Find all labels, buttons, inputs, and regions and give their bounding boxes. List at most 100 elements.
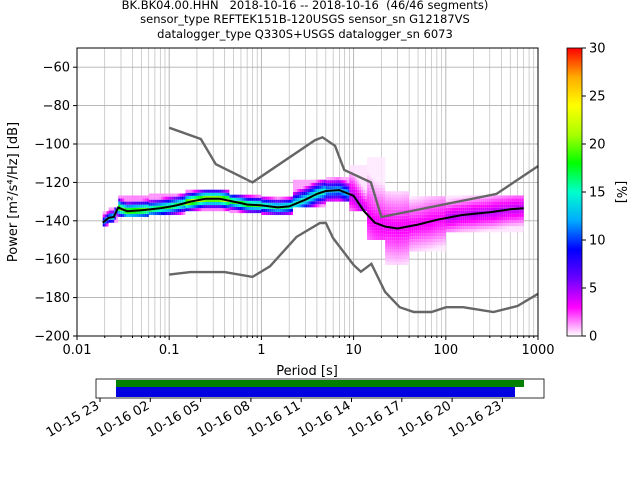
density-cell: [148, 196, 151, 200]
density-cell: [439, 245, 442, 249]
density-cell: [160, 211, 164, 216]
density-cell: [301, 204, 304, 208]
density-cell: [301, 182, 304, 186]
density-cell: [391, 200, 394, 204]
density-cell: [385, 234, 388, 238]
density-cell: [353, 171, 356, 175]
density-cell: [317, 188, 320, 192]
density-cell: [435, 223, 438, 227]
density-cell: [397, 221, 400, 226]
density-cell: [431, 239, 434, 243]
density-cell: [401, 212, 404, 216]
density-cell: [519, 198, 522, 202]
density-cell: [213, 208, 216, 212]
density-cell: [375, 166, 378, 170]
density-cell: [472, 226, 475, 230]
density-cell: [321, 198, 324, 202]
density-cell: [497, 207, 500, 211]
density-cell: [301, 188, 304, 192]
density-cell: [397, 252, 400, 256]
density-cell: [393, 194, 396, 198]
density-cell: [391, 234, 394, 238]
density-cell: [134, 204, 137, 208]
density-cell: [152, 193, 155, 197]
density-cell: [375, 203, 378, 207]
density-cell: [357, 168, 360, 172]
density-cell: [373, 203, 376, 207]
density-cell: [377, 196, 380, 201]
density-cell: [411, 242, 414, 246]
density-cell: [128, 198, 131, 202]
density-cell: [323, 204, 326, 208]
density-cell: [401, 221, 404, 226]
density-cell: [403, 194, 406, 198]
density-cell: [367, 196, 370, 201]
density-cell: [389, 240, 392, 244]
density-cell: [431, 211, 434, 215]
density-cell: [411, 220, 414, 224]
density-cell: [367, 203, 370, 207]
density-cell: [456, 220, 459, 224]
density-cell: [261, 208, 264, 212]
density-cell: [140, 201, 143, 205]
density-cell: [150, 208, 153, 212]
density-cell: [160, 196, 164, 200]
density-cell: [399, 218, 402, 222]
density-cell: [211, 189, 214, 193]
density-cell: [361, 168, 364, 172]
density-cell: [112, 213, 115, 217]
density-cell: [515, 210, 518, 214]
density-cell: [173, 202, 176, 206]
density-cell: [104, 211, 107, 215]
density-cell: [171, 202, 174, 206]
density-cell: [505, 195, 508, 199]
density-cell: [397, 228, 400, 232]
density-cell: [369, 157, 372, 161]
density-cell: [241, 197, 244, 201]
density-cell: [395, 191, 398, 195]
density-cell: [165, 199, 168, 203]
density-cell: [197, 201, 200, 206]
density-cell: [219, 201, 222, 206]
density-cell: [503, 220, 506, 224]
density-cell: [167, 211, 170, 216]
density-cell: [142, 210, 145, 214]
density-cell: [207, 189, 210, 193]
density-cell: [299, 204, 302, 208]
density-cell: [484, 220, 487, 224]
density-cell: [403, 215, 406, 219]
density-cell: [367, 206, 370, 210]
density-cell: [458, 216, 461, 221]
density-cell: [389, 237, 392, 241]
density-cell: [124, 207, 127, 211]
density-cell: [443, 233, 446, 237]
density-cell: [269, 199, 272, 203]
density-cell: [351, 177, 354, 181]
density-cell: [261, 202, 264, 206]
density-cell: [369, 172, 372, 176]
density-cell: [261, 205, 264, 209]
density-cell: [185, 192, 188, 196]
density-cell: [441, 226, 444, 231]
density-cell: [229, 194, 232, 198]
density-cell: [505, 220, 508, 224]
density-cell: [373, 157, 376, 161]
density-cell: [120, 201, 123, 205]
density-cell: [379, 160, 382, 164]
density-cell: [349, 168, 352, 172]
density-cell: [367, 157, 370, 161]
density-cell: [221, 189, 224, 193]
density-cell: [367, 169, 370, 173]
density-cell: [517, 201, 520, 205]
chart-title-line-2: sensor_type REFTEK151B-120USGS sensor_sn…: [140, 12, 470, 26]
density-cell: [292, 182, 296, 186]
density-cell: [365, 198, 368, 202]
density-cell: [120, 210, 123, 214]
density-cell: [313, 201, 316, 205]
density-cell: [130, 195, 133, 199]
density-cell: [429, 236, 432, 240]
density-cell: [419, 196, 422, 200]
density-cell: [128, 213, 131, 217]
density-cell: [203, 189, 206, 193]
density-cell: [383, 160, 386, 164]
